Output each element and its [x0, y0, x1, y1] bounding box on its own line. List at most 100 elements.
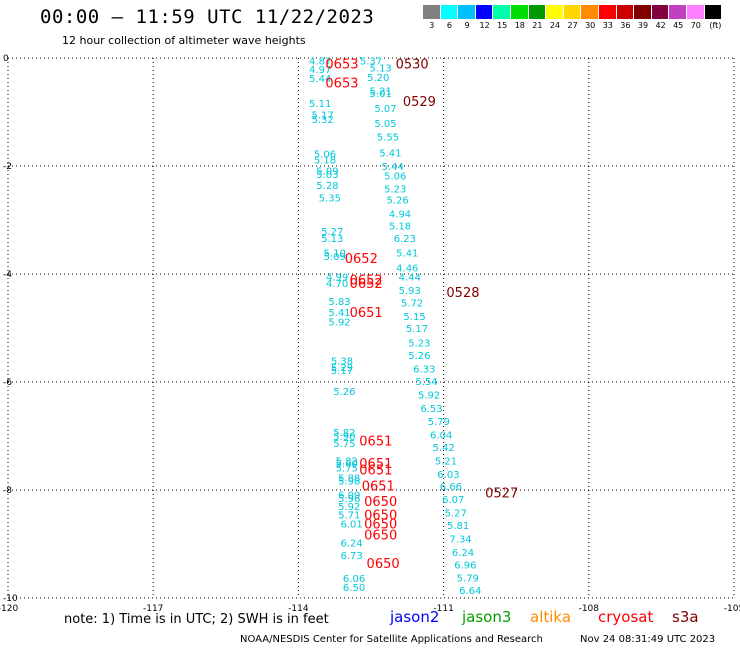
swh-value: 5.88: [338, 474, 360, 485]
color-cell: [634, 5, 652, 19]
swh-value: 5.82: [336, 456, 358, 467]
swh-value: 5.93: [399, 286, 421, 297]
color-scale-label: 27: [567, 21, 578, 30]
color-scale-label: 39: [637, 21, 649, 30]
color-cell: [581, 5, 599, 19]
y-tick-label: -4: [3, 270, 12, 280]
color-cell: [423, 5, 441, 19]
swh-value: 6.24: [341, 538, 363, 549]
swh-value: 5.60: [336, 459, 358, 470]
swh-value: 5.20: [367, 73, 389, 84]
swh-value: 6.04: [430, 430, 452, 441]
swh-value: 4.70: [326, 279, 348, 290]
color-cell: [528, 5, 547, 19]
credit-text: NOAA/NESDIS Center for Satellite Applica…: [240, 634, 543, 645]
swh-value: 5.55: [377, 132, 399, 143]
color-cell: [510, 5, 529, 19]
swh-value: 5.26: [386, 195, 408, 206]
swh-value: 5.92: [418, 390, 440, 401]
time-label: 0527: [485, 487, 518, 502]
swh-value: 5.21: [370, 86, 392, 97]
swh-value: 5.11: [309, 99, 331, 110]
swh-value: 4.46: [396, 264, 418, 275]
color-scale-label: 18: [514, 21, 525, 30]
color-cell: [669, 5, 687, 19]
satellite-name: cryosat: [598, 608, 654, 626]
color-scale-label: (ft): [709, 21, 722, 30]
swh-value: 5.03: [316, 170, 338, 181]
time-label: 0650: [364, 517, 397, 532]
time-label: 0529: [403, 95, 436, 110]
swh-value: 5.41: [396, 248, 418, 259]
color-cell: [598, 5, 617, 19]
swh-value: 5.23: [408, 339, 430, 350]
x-tick-label: -105: [724, 604, 740, 614]
swh-value: 6.09: [338, 490, 360, 501]
swh-value: 5.37: [360, 57, 382, 68]
swh-value: 5.26: [333, 387, 355, 398]
color-scale-label: 9: [464, 21, 470, 30]
color-scale-label: 6: [446, 21, 452, 30]
time-label: 0653: [325, 57, 358, 72]
swh-value: 5.13: [370, 64, 392, 75]
swh-value: 5.29: [331, 363, 353, 374]
swh-value: 7.34: [449, 535, 471, 546]
swh-value: 5.82: [333, 428, 355, 439]
x-tick-label: -117: [143, 604, 163, 614]
swh-value: 5.18: [389, 221, 411, 232]
y-tick-label: 0: [3, 54, 9, 64]
swh-value: 6.33: [413, 365, 435, 376]
swh-value: 6.23: [394, 234, 416, 245]
timestamp-text: Nov 24 08:31:49 UTC 2023: [580, 634, 716, 645]
color-cell: [440, 5, 459, 19]
swh-value: 4.94: [389, 210, 411, 221]
color-scale-label: 24: [549, 21, 561, 30]
swh-value: 5.17: [406, 324, 428, 335]
color-scale-label: 15: [497, 21, 508, 30]
swh-value: 5.28: [316, 181, 338, 192]
swh-value: 5.75: [336, 463, 358, 474]
color-scale-label: 12: [479, 21, 490, 30]
swh-value: 5.18: [314, 156, 336, 167]
swh-value: 5.96: [338, 494, 360, 505]
swh-value: 5.32: [311, 115, 333, 126]
swh-value: 6.96: [454, 561, 476, 572]
y-tick-label: -6: [3, 378, 12, 388]
swh-value: 5.35: [319, 193, 341, 204]
time-label: 0652: [345, 252, 378, 267]
swh-value: 5.10: [324, 248, 346, 259]
swh-value: 5.09: [316, 166, 338, 177]
time-label: 0650: [364, 495, 397, 510]
satellite-name: jason3: [462, 608, 512, 626]
swh-value: 5.23: [384, 185, 406, 196]
x-tick-label: -108: [579, 604, 600, 614]
color-cell: [475, 5, 494, 19]
swh-value: 5.06: [314, 150, 336, 161]
footnote: note: 1) Time is in UTC; 2) SWH is in fe…: [64, 612, 329, 627]
color-scale-label: 33: [602, 21, 613, 30]
x-tick-label: -114: [288, 604, 309, 614]
time-label: 0652: [350, 273, 383, 288]
swh-value: 5.98: [338, 476, 360, 487]
color-cell: [651, 5, 670, 19]
time-label: 0528: [446, 286, 479, 301]
swh-value: 5.05: [374, 119, 396, 130]
swh-value: 4.97: [309, 65, 331, 76]
swh-value: 5.21: [435, 456, 457, 467]
swh-value: 5.90: [333, 432, 355, 443]
swh-value: 5.72: [401, 299, 423, 310]
color-scale-label: 3: [429, 21, 435, 30]
time-label: 0651: [350, 306, 383, 321]
swh-value: 5.27: [445, 509, 467, 520]
color-scale-label: 21: [532, 21, 543, 30]
swh-value: 5.42: [432, 443, 454, 454]
swh-value: 5.09: [324, 252, 346, 263]
time-label: 0651: [359, 463, 392, 478]
swh-value: 5.79: [428, 417, 450, 428]
swh-value: 5.17: [311, 111, 333, 122]
color-scale: [423, 5, 723, 19]
color-scale-label: 42: [655, 21, 666, 30]
swh-value: 5.06: [384, 172, 406, 183]
time-label: 0650: [367, 557, 400, 572]
